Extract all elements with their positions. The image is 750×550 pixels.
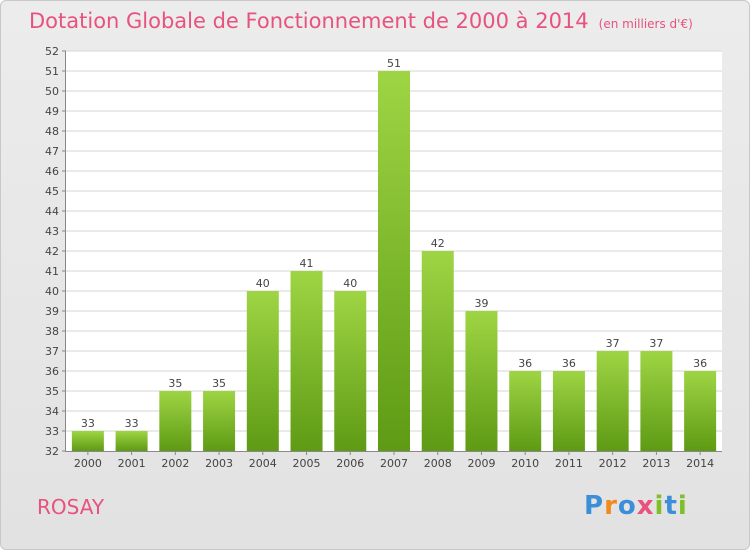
x-tick-label: 2000 xyxy=(74,457,102,470)
bar xyxy=(596,351,629,451)
y-tick-label: 32 xyxy=(45,445,59,458)
bar-value-label: 42 xyxy=(431,237,445,250)
bar-value-label: 33 xyxy=(125,417,139,430)
bar xyxy=(378,71,410,451)
x-tick-label: 2006 xyxy=(336,457,364,470)
logo-letter: P xyxy=(584,491,605,521)
plot-area: 32 33 34 35 36 37 38 39 40 41 42 43 44 45 46 47 48 49 50 51… xyxy=(45,45,722,470)
bar xyxy=(334,291,367,451)
bar-value-label: 36 xyxy=(693,357,707,370)
proxiti-logo: Proxiti xyxy=(584,491,688,521)
y-tick-label: 41 xyxy=(45,265,59,278)
y-tick-label: 49 xyxy=(45,105,59,118)
bar xyxy=(159,391,192,451)
y-tick-label: 33 xyxy=(45,425,59,438)
x-tick-label: 2012 xyxy=(599,457,627,470)
x-tick-label: 2010 xyxy=(511,457,539,470)
bar-value-label: 51 xyxy=(387,57,401,70)
x-tick-label: 2001 xyxy=(118,457,146,470)
bar-value-label: 39 xyxy=(474,297,488,310)
logo-letter: i xyxy=(654,491,665,521)
logo-letter: o xyxy=(617,491,637,521)
x-tick-label: 2004 xyxy=(249,457,277,470)
y-tick-label: 39 xyxy=(45,305,59,318)
y-tick-label: 52 xyxy=(45,45,59,58)
y-tick-label: 37 xyxy=(45,345,59,358)
logo-letter: t xyxy=(664,491,678,521)
bar-value-label: 36 xyxy=(562,357,576,370)
y-tick-label: 34 xyxy=(45,405,59,418)
x-tick-label: 2011 xyxy=(555,457,583,470)
y-tick-label: 42 xyxy=(45,245,59,258)
bar xyxy=(640,351,673,451)
y-tick-label: 47 xyxy=(45,145,59,158)
x-tick-label: 2008 xyxy=(424,457,452,470)
x-tick-label: 2013 xyxy=(642,457,670,470)
x-tick-label: 2002 xyxy=(161,457,189,470)
y-tick-label: 45 xyxy=(45,185,59,198)
bar-value-label: 37 xyxy=(606,337,620,350)
commune-name: ROSAY xyxy=(37,495,105,519)
x-tick-label: 2014 xyxy=(686,457,714,470)
bar xyxy=(71,431,104,451)
y-tick-label: 44 xyxy=(45,205,59,218)
bar xyxy=(246,291,279,451)
bar xyxy=(203,391,236,451)
bar-value-label: 40 xyxy=(343,277,357,290)
bar xyxy=(684,371,717,451)
y-tick-label: 36 xyxy=(45,365,59,378)
bar-value-label: 35 xyxy=(168,377,182,390)
x-tick-label: 2007 xyxy=(380,457,408,470)
y-tick-label: 46 xyxy=(45,165,59,178)
logo-letter: i xyxy=(677,491,688,521)
y-tick-label: 40 xyxy=(45,285,59,298)
bar-value-label: 40 xyxy=(256,277,270,290)
bar xyxy=(552,371,585,451)
chart-title: Dotation Globale de Fonctionnement de 20… xyxy=(29,9,589,33)
logo-letter: r xyxy=(604,491,618,521)
x-tick-label: 2009 xyxy=(467,457,495,470)
bar-value-label: 35 xyxy=(212,377,226,390)
y-tick-label: 48 xyxy=(45,125,59,138)
chart-unit: (en milliers d'€) xyxy=(598,17,693,31)
bar-value-label: 37 xyxy=(649,337,663,350)
chart-title-line: Dotation Globale de Fonctionnement de 20… xyxy=(29,9,693,33)
bar-chart: 32 33 34 35 36 37 38 39 40 41 42 43 44 45 46 47 48 49 50 51… xyxy=(45,45,722,470)
x-tick-label: 2005 xyxy=(293,457,321,470)
y-tick-label: 43 xyxy=(45,225,59,238)
bar xyxy=(115,431,148,451)
y-tick-label: 51 xyxy=(45,65,59,78)
bar-value-label: 41 xyxy=(300,257,314,270)
logo-letter: x xyxy=(636,491,655,521)
x-tick-label: 2003 xyxy=(205,457,233,470)
bar xyxy=(290,271,323,451)
y-tick-label: 35 xyxy=(45,385,59,398)
bar xyxy=(509,371,542,451)
y-tick-label: 38 xyxy=(45,325,59,338)
bar xyxy=(465,311,498,451)
bar-value-label: 36 xyxy=(518,357,532,370)
bar xyxy=(421,251,454,451)
bar-value-label: 33 xyxy=(81,417,95,430)
y-tick-label: 50 xyxy=(45,85,59,98)
